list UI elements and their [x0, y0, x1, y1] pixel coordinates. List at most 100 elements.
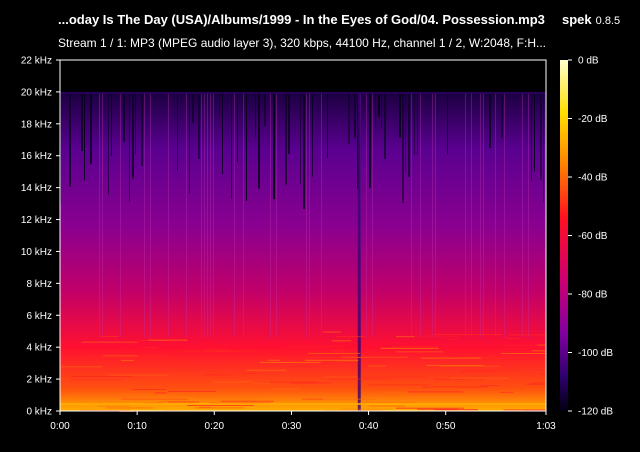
db-tick-label: -120 dB — [578, 407, 613, 418]
spectrogram-band — [520, 394, 546, 396]
spectrogram-band — [246, 369, 287, 371]
file-title: ...oday Is The Day (USA)/Albums/1999 - I… — [58, 12, 545, 27]
spectrogram-streak — [204, 91, 205, 338]
spectrogram-band — [270, 381, 319, 383]
spectrogram-streak — [270, 91, 271, 338]
spectrogram-dropout — [408, 91, 410, 177]
spectrogram-band — [177, 395, 215, 397]
time-tick-label: 1:03 — [536, 421, 556, 432]
spectrogram-dropout — [192, 91, 194, 123]
spectrogram-band — [396, 407, 465, 409]
spectrogram-dropout — [417, 91, 418, 155]
db-tick-label: 0 dB — [578, 56, 599, 67]
spectrogram-band — [61, 366, 102, 368]
freq-tick-label: 16 kHz — [21, 151, 52, 162]
spectrogram-dropout — [273, 91, 275, 200]
spectrogram-streak — [234, 91, 235, 338]
spectrogram-streak — [522, 91, 523, 338]
spectrogram-band — [167, 401, 200, 403]
spectrogram-band — [336, 336, 366, 338]
spectrogram-streak — [483, 91, 484, 338]
freq-tick-label: 18 kHz — [21, 119, 52, 130]
spectrogram-dropout — [381, 91, 382, 129]
time-axis: 0:00 0:10 0:20 0:30 0:40 0:50 1:03 — [50, 411, 556, 432]
spectrogram-band — [272, 388, 301, 390]
spectrogram-streak — [366, 91, 367, 338]
spectrogram-streak — [186, 91, 187, 338]
spectrogram-band — [103, 355, 138, 357]
spectrogram-dropout — [258, 91, 260, 189]
spectrogram-dropout — [285, 91, 287, 185]
spectrogram-band — [437, 364, 490, 366]
spectrogram-band — [168, 390, 216, 392]
spectrogram-dropout — [237, 91, 238, 162]
db-scale-axis: 0 dB -20 dB -40 dB -60 dB -80 dB -100 dB -120 … — [568, 56, 613, 418]
spectrogram-streak — [102, 91, 103, 338]
spectrogram-band — [538, 373, 546, 375]
db-tick-label: -40 dB — [578, 173, 608, 184]
spectrogram-band — [396, 351, 443, 353]
spectrogram-band — [418, 335, 462, 337]
spectrogram-dropout — [501, 91, 503, 139]
spectrogram-dropout — [378, 91, 380, 117]
spectrogram-band — [426, 364, 484, 366]
spectrogram-band — [81, 341, 138, 343]
spectrogram-streak — [504, 91, 505, 338]
spectrogram-dropout — [384, 91, 386, 159]
spectrogram-dropout — [231, 91, 232, 200]
time-tick-label: 0:30 — [282, 421, 302, 432]
spectrogram-band — [241, 381, 254, 383]
spectrogram-band — [187, 404, 254, 406]
spectrogram-band — [447, 338, 458, 340]
spectrogram-band — [500, 391, 514, 393]
spectrogram-band — [118, 356, 167, 358]
spectrogram-band — [433, 378, 466, 380]
spectrogram-dropout — [219, 91, 220, 117]
app-name: spek 0.8.5 — [562, 12, 620, 27]
spectrogram-dropout — [84, 91, 85, 181]
spectrogram-streak — [306, 91, 307, 338]
spectrogram-band — [209, 350, 257, 352]
spectrogram-dropout — [246, 91, 247, 201]
spectrogram-band — [181, 350, 243, 352]
spectrogram-dropout — [141, 91, 143, 166]
spectrogram-band — [368, 384, 431, 386]
spectrogram-dropout — [534, 91, 535, 172]
spectrogram-dropout — [402, 91, 404, 204]
spectrogram-dropout — [300, 91, 301, 185]
spectrogram-band — [501, 352, 546, 354]
spectrogram-streak — [99, 91, 100, 338]
spectrogram-band — [391, 346, 437, 348]
db-tick-label: -20 dB — [578, 114, 608, 125]
spectrogram-band — [341, 356, 408, 358]
spectrogram-dropout — [531, 91, 532, 181]
spectrogram-stripes — [60, 91, 544, 411]
freq-tick-label: 8 kHz — [26, 279, 52, 290]
spectrogram-dropout — [135, 91, 136, 155]
spectrogram-band — [531, 350, 546, 352]
spectrogram-streak — [471, 91, 472, 338]
spectrogram-band — [121, 360, 187, 362]
spectrogram-band — [242, 373, 259, 375]
plot-border — [59, 59, 547, 412]
spectrogram-band — [526, 383, 546, 385]
spectrogram-dropout — [447, 91, 448, 155]
spectrogram-dropout — [132, 91, 134, 179]
freq-tick-label: 6 kHz — [26, 311, 52, 322]
spectrogram-band — [479, 385, 500, 387]
db-tick-label: -60 dB — [578, 231, 608, 242]
spectrogram-band — [290, 382, 332, 384]
app-version: 0.8.5 — [595, 15, 621, 27]
spectrogram-band — [359, 401, 415, 403]
spectrogram-cutoff-edge — [60, 91, 546, 94]
freq-tick-label: 10 kHz — [21, 247, 52, 258]
spectrogram-band — [502, 345, 546, 347]
spectrogram-streak — [243, 91, 244, 338]
spectrogram-band — [253, 383, 272, 385]
spectrogram-streak — [120, 91, 121, 338]
freq-tick-label: 4 kHz — [26, 343, 52, 354]
spectrogram-streak — [144, 91, 145, 338]
spectrogram-dropout — [312, 91, 313, 177]
spectrogram-dropout — [399, 91, 401, 138]
spectrogram-band — [395, 336, 415, 338]
